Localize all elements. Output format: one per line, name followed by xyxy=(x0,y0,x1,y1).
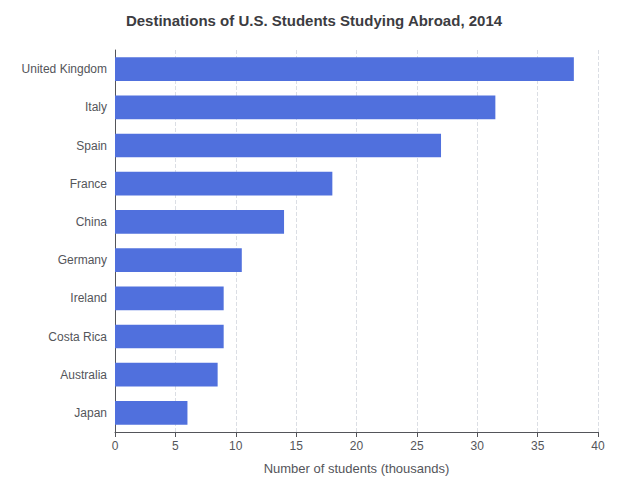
svg-text:Spain: Spain xyxy=(76,139,107,153)
svg-text:25: 25 xyxy=(410,439,424,453)
svg-text:Australia: Australia xyxy=(60,368,107,382)
svg-text:15: 15 xyxy=(289,439,303,453)
svg-text:35: 35 xyxy=(531,439,545,453)
svg-text:United Kingdom: United Kingdom xyxy=(22,62,107,76)
svg-text:France: France xyxy=(70,177,108,191)
svg-text:5: 5 xyxy=(172,439,179,453)
svg-text:Number of students (thousands): Number of students (thousands) xyxy=(264,461,450,476)
svg-text:Japan: Japan xyxy=(74,406,107,420)
svg-text:20: 20 xyxy=(350,439,364,453)
svg-text:Ireland: Ireland xyxy=(70,291,107,305)
svg-text:0: 0 xyxy=(112,439,119,453)
svg-text:China: China xyxy=(76,215,108,229)
svg-text:Italy: Italy xyxy=(85,100,107,114)
svg-text:Costa Rica: Costa Rica xyxy=(48,330,107,344)
svg-text:Germany: Germany xyxy=(58,253,107,267)
svg-text:40: 40 xyxy=(591,439,605,453)
svg-text:Destinations of U.S. Students: Destinations of U.S. Students Studying A… xyxy=(126,12,503,29)
svg-text:10: 10 xyxy=(229,439,243,453)
svg-text:30: 30 xyxy=(471,439,485,453)
